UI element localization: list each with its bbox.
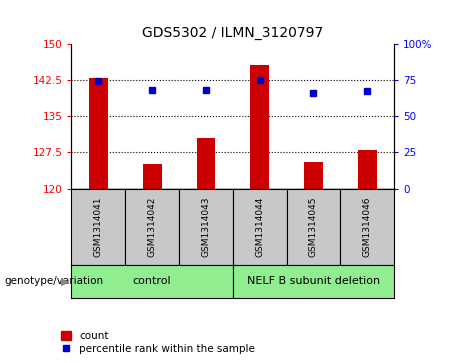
Title: GDS5302 / ILMN_3120797: GDS5302 / ILMN_3120797	[142, 26, 324, 40]
Bar	[89, 78, 108, 189]
Bar	[304, 162, 323, 189]
Text: genotype/variation: genotype/variation	[5, 276, 104, 286]
Text: NELF B subunit deletion: NELF B subunit deletion	[247, 276, 380, 286]
Text: GSM1314045: GSM1314045	[309, 197, 318, 257]
Text: ▶: ▶	[61, 276, 69, 286]
Bar	[250, 65, 269, 189]
Bar	[358, 150, 377, 189]
Text: GSM1314044: GSM1314044	[255, 197, 264, 257]
Bar	[196, 138, 215, 189]
Legend: count, percentile rank within the sample: count, percentile rank within the sample	[60, 331, 255, 354]
Text: GSM1314046: GSM1314046	[363, 197, 372, 257]
Text: GSM1314041: GSM1314041	[94, 197, 103, 257]
Text: GSM1314043: GSM1314043	[201, 197, 210, 257]
Text: control: control	[133, 276, 171, 286]
Bar	[143, 164, 161, 189]
Text: GSM1314042: GSM1314042	[148, 197, 157, 257]
